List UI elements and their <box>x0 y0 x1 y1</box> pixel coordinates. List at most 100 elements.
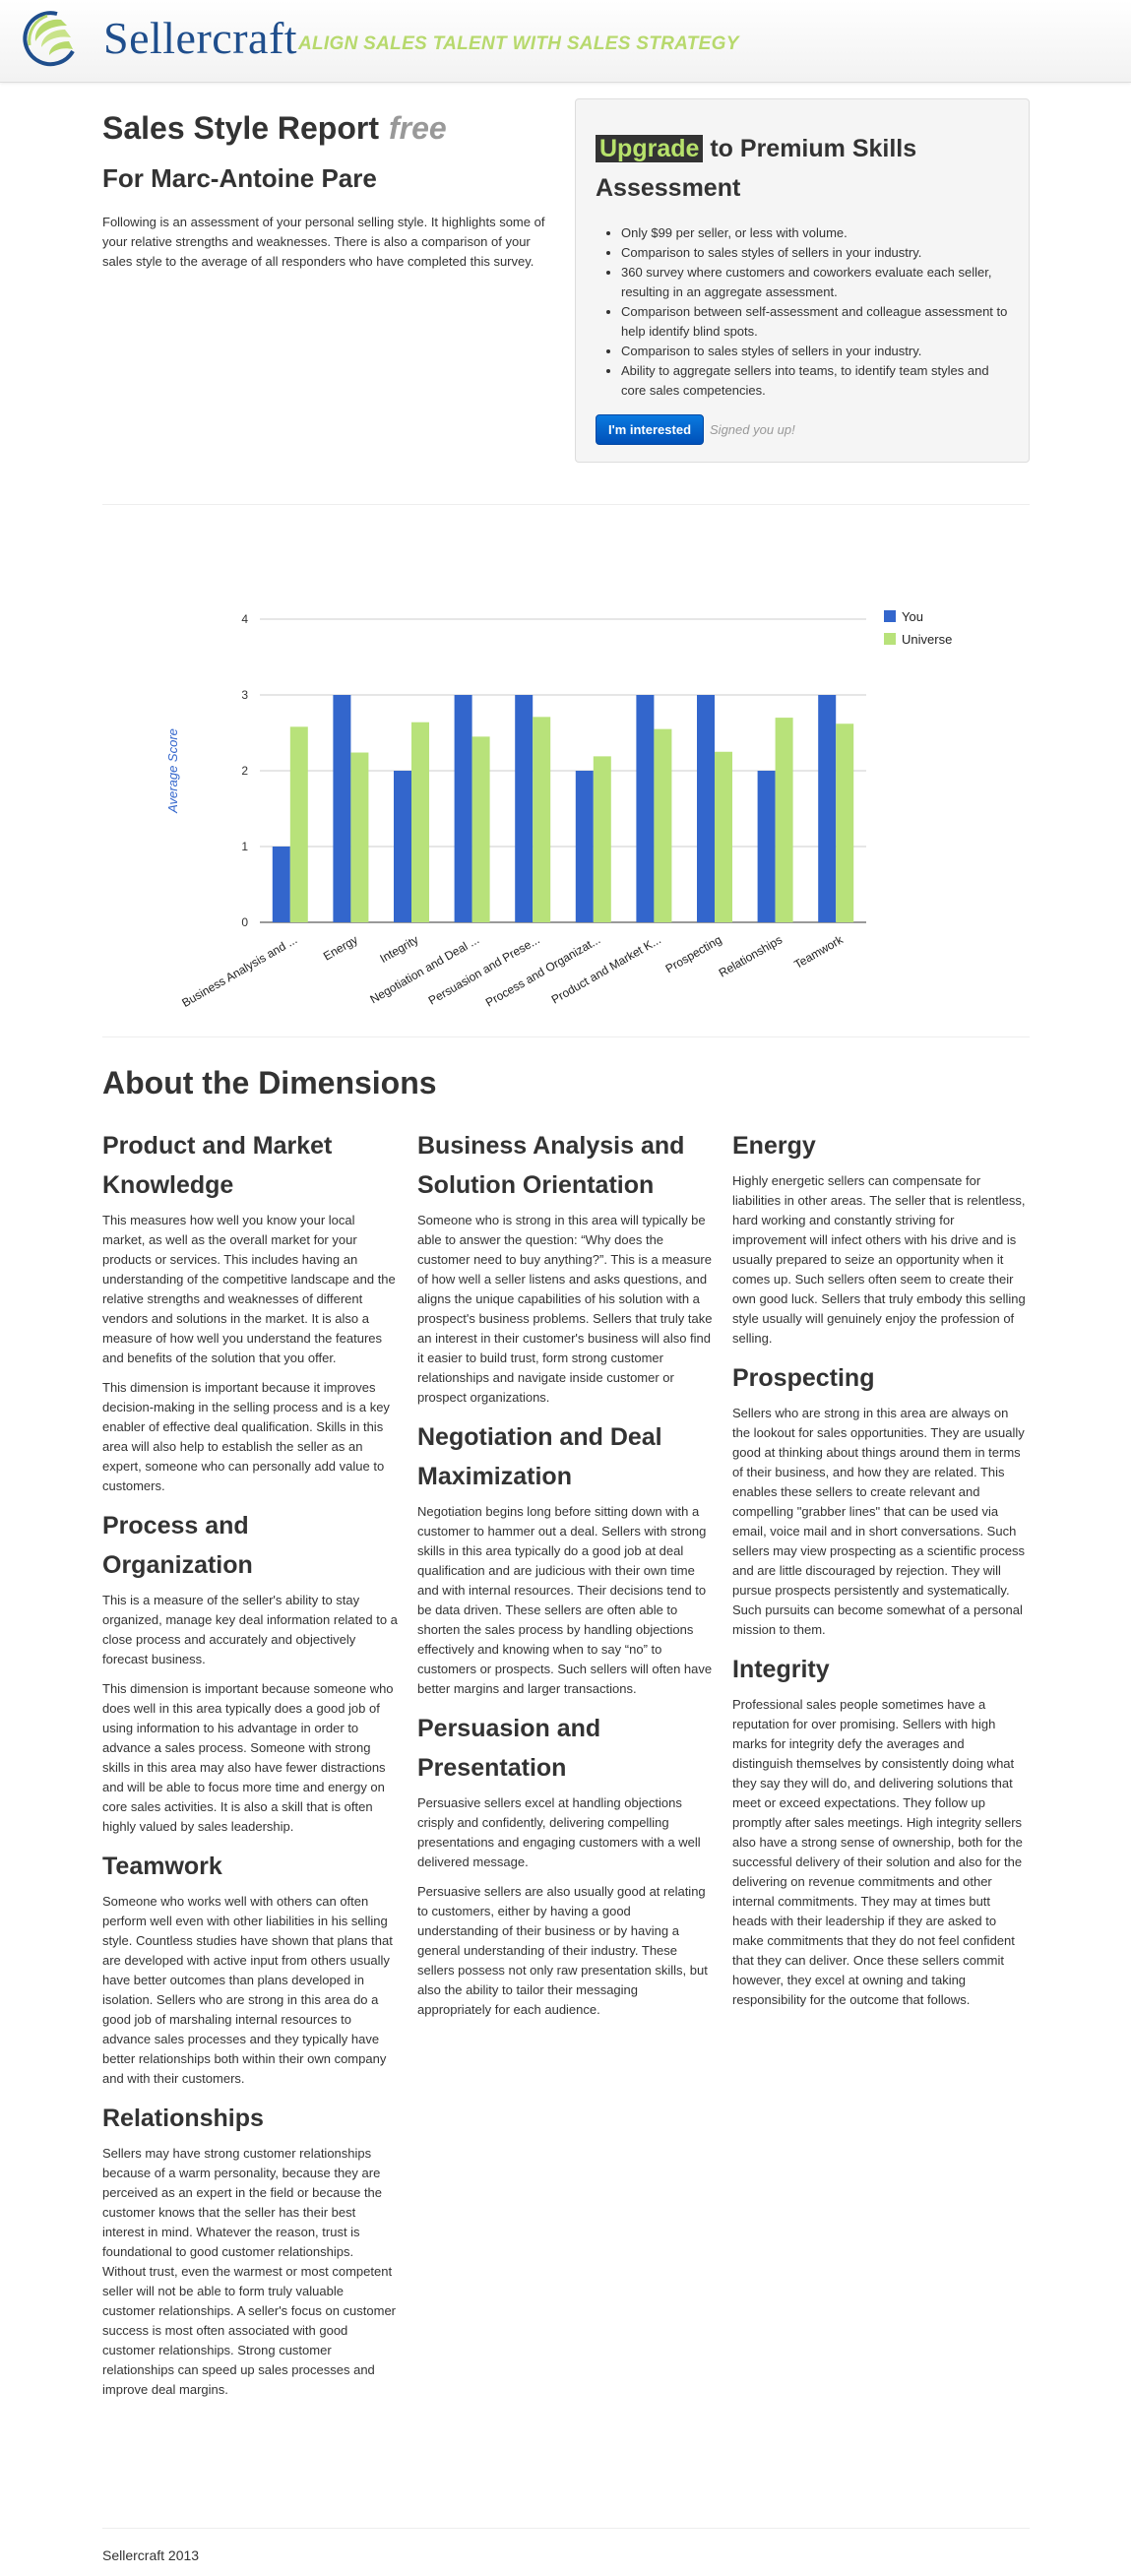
dimension-prospecting: Prospecting Sellers who are strong in th… <box>732 1358 1028 1640</box>
report-title-text: Sales Style Report <box>102 110 379 146</box>
report-intro: Sales Style Report free For Marc-Antoine … <box>102 108 555 272</box>
dimension-heading: Process and Organization <box>102 1512 253 1579</box>
bar-universe <box>289 726 308 922</box>
bar-you <box>575 771 594 922</box>
upgrade-panel: Upgrade to Premium Skills Assessment Onl… <box>575 98 1030 463</box>
x-tick-label: Product and Market K... <box>549 932 663 1006</box>
report-recipient: For Marc-Antoine Pare <box>102 163 377 193</box>
dimension-process-organization: Process and Organization This is a measu… <box>102 1506 398 1837</box>
dimension-paragraph: Sellers who are strong in this area are … <box>732 1406 1025 1637</box>
bar-universe <box>471 736 490 922</box>
bar-universe <box>654 728 672 922</box>
list-item: Comparison between self-assessment and c… <box>621 302 1009 342</box>
bar-universe <box>775 718 793 922</box>
top-header-bar: Sellercraft ALIGN SALES TALENT WITH SALE… <box>0 0 1131 83</box>
dimension-paragraph: This measures how well you know your loc… <box>102 1213 396 1365</box>
x-tick-label: Prospecting <box>663 932 724 975</box>
x-tick-label: Business Analysis and ... <box>179 932 299 1009</box>
dimension-heading: Prospecting <box>732 1364 875 1392</box>
divider <box>102 504 1030 505</box>
footer-copyright: Sellercraft 2013 <box>102 2547 200 2563</box>
upgrade-heading-rest: to Premium Skills Assessment <box>596 135 917 202</box>
dimension-negotiation: Negotiation and Deal Maximization Negoti… <box>417 1417 713 1699</box>
dimension-heading: Business Analysis and Solution Orientati… <box>417 1132 685 1199</box>
dimension-heading: Product and Market Knowledge <box>102 1132 333 1199</box>
bar-you <box>757 771 776 922</box>
dimension-paragraph: Persuasive sellers are also usually good… <box>417 1884 708 2017</box>
dimension-paragraph: This dimension is important because some… <box>102 1681 394 1834</box>
dimension-paragraph: This dimension is important because it i… <box>102 1380 390 1493</box>
y-tick-label: 1 <box>241 840 248 853</box>
brand-tagline: ALIGN SALES TALENT WITH SALES STRATEGY <box>298 33 739 54</box>
dimension-paragraph: Negotiation begins long before sitting d… <box>417 1504 713 1696</box>
signed-up-message: Signed you up! <box>710 422 795 437</box>
legend-swatch <box>884 633 896 645</box>
bar-you <box>333 695 351 922</box>
sales-style-bar-chart: 0 1 2 3 4 Average Score Business Analysis and … <box>165 609 952 1010</box>
upgrade-highlight: Upgrade <box>596 135 704 162</box>
bar-you <box>818 695 837 922</box>
upgrade-cta-row: I'm interested Signed you up! <box>596 414 1009 445</box>
y-tick-label: 4 <box>241 612 248 626</box>
brand-name[interactable]: Sellercraft <box>103 13 298 63</box>
list-item: Ability to aggregate sellers into teams,… <box>621 361 1009 401</box>
dimension-relationships: Relationships Sellers may have strong cu… <box>102 2099 398 2400</box>
y-tick-label: 3 <box>241 688 248 702</box>
dimension-energy: Energy Highly energetic sellers can comp… <box>732 1126 1028 1349</box>
y-tick-label: 2 <box>241 764 248 778</box>
dimension-paragraph: This is a measure of the seller's abilit… <box>102 1593 398 1666</box>
dimension-teamwork: Teamwork Someone who works well with oth… <box>102 1847 398 2089</box>
x-tick-label: Energy <box>321 932 360 963</box>
bar-you <box>697 695 715 922</box>
free-tag: free <box>389 110 447 146</box>
x-tick-label: Relationships <box>717 932 785 979</box>
bar-universe <box>836 723 854 922</box>
x-tick-label: Integrity <box>378 932 421 965</box>
legend-swatch <box>884 610 896 622</box>
legend-label: You <box>902 609 923 624</box>
dimension-heading: Relationships <box>102 2105 264 2132</box>
bar-universe <box>533 717 551 922</box>
dimension-integrity: Integrity Professional sales people some… <box>732 1650 1028 2010</box>
bar-you <box>394 771 411 922</box>
dimension-business-analysis: Business Analysis and Solution Orientati… <box>417 1126 713 1408</box>
dimension-paragraph: Persuasive sellers excel at handling obj… <box>417 1795 701 1869</box>
dimensions-column-2: Business Analysis and Solution Orientati… <box>417 1126 713 2030</box>
intro-paragraph: Following is an assessment of your perso… <box>102 215 545 269</box>
dimension-paragraph: Someone who works well with others can o… <box>102 1894 393 2086</box>
dimension-heading: Negotiation and Deal Maximization <box>417 1423 662 1490</box>
sellercraft-swirl-logo-icon[interactable] <box>18 8 81 71</box>
list-item: Comparison to sales styles of sellers in… <box>621 342 1009 361</box>
dimension-paragraph: Someone who is strong in this area will … <box>417 1213 713 1405</box>
list-item: 360 survey where customers and coworkers… <box>621 263 1009 302</box>
im-interested-button[interactable]: I'm interested <box>596 414 705 445</box>
dimension-product-market-knowledge: Product and Market Knowledge This measur… <box>102 1126 398 1496</box>
about-dimensions-title: About the Dimensions <box>102 1065 437 1100</box>
dimensions-column-3: Energy Highly energetic sellers can comp… <box>732 1126 1028 2020</box>
bar-universe <box>350 752 369 922</box>
divider <box>102 2528 1030 2529</box>
dimension-paragraph: Highly energetic sellers can compensate … <box>732 1173 1026 1346</box>
bar-universe <box>715 751 732 922</box>
bar-you <box>272 847 290 922</box>
page-title: Sales Style Report free <box>102 108 555 148</box>
legend-label: Universe <box>902 632 952 647</box>
y-axis-label: Average Score <box>165 728 180 814</box>
list-item: Only $99 per seller, or less with volume… <box>621 223 1009 243</box>
dimension-heading: Persuasion and Presentation <box>417 1715 601 1782</box>
x-tick-label: Process and Organizat... <box>483 932 602 1009</box>
bar-universe <box>411 722 429 922</box>
dimension-paragraph: Sellers may have strong customer relatio… <box>102 2146 397 2397</box>
bar-you <box>515 695 534 922</box>
dimension-paragraph: Professional sales people sometimes have… <box>732 1697 1023 2007</box>
bar-universe <box>593 756 611 922</box>
bar-you <box>636 695 655 922</box>
x-tick-label: Negotiation and Deal ... <box>367 932 481 1006</box>
upgrade-heading: Upgrade to Premium Skills Assessment <box>596 129 1009 208</box>
list-item: Comparison to sales styles of sellers in… <box>621 243 1009 263</box>
dimension-heading: Teamwork <box>102 1853 222 1880</box>
dimension-persuasion: Persuasion and Presentation Persuasive s… <box>417 1709 713 2020</box>
upgrade-feature-list: Only $99 per seller, or less with volume… <box>596 223 1009 401</box>
dimension-heading: Energy <box>732 1132 816 1160</box>
dimension-heading: Integrity <box>732 1656 830 1683</box>
